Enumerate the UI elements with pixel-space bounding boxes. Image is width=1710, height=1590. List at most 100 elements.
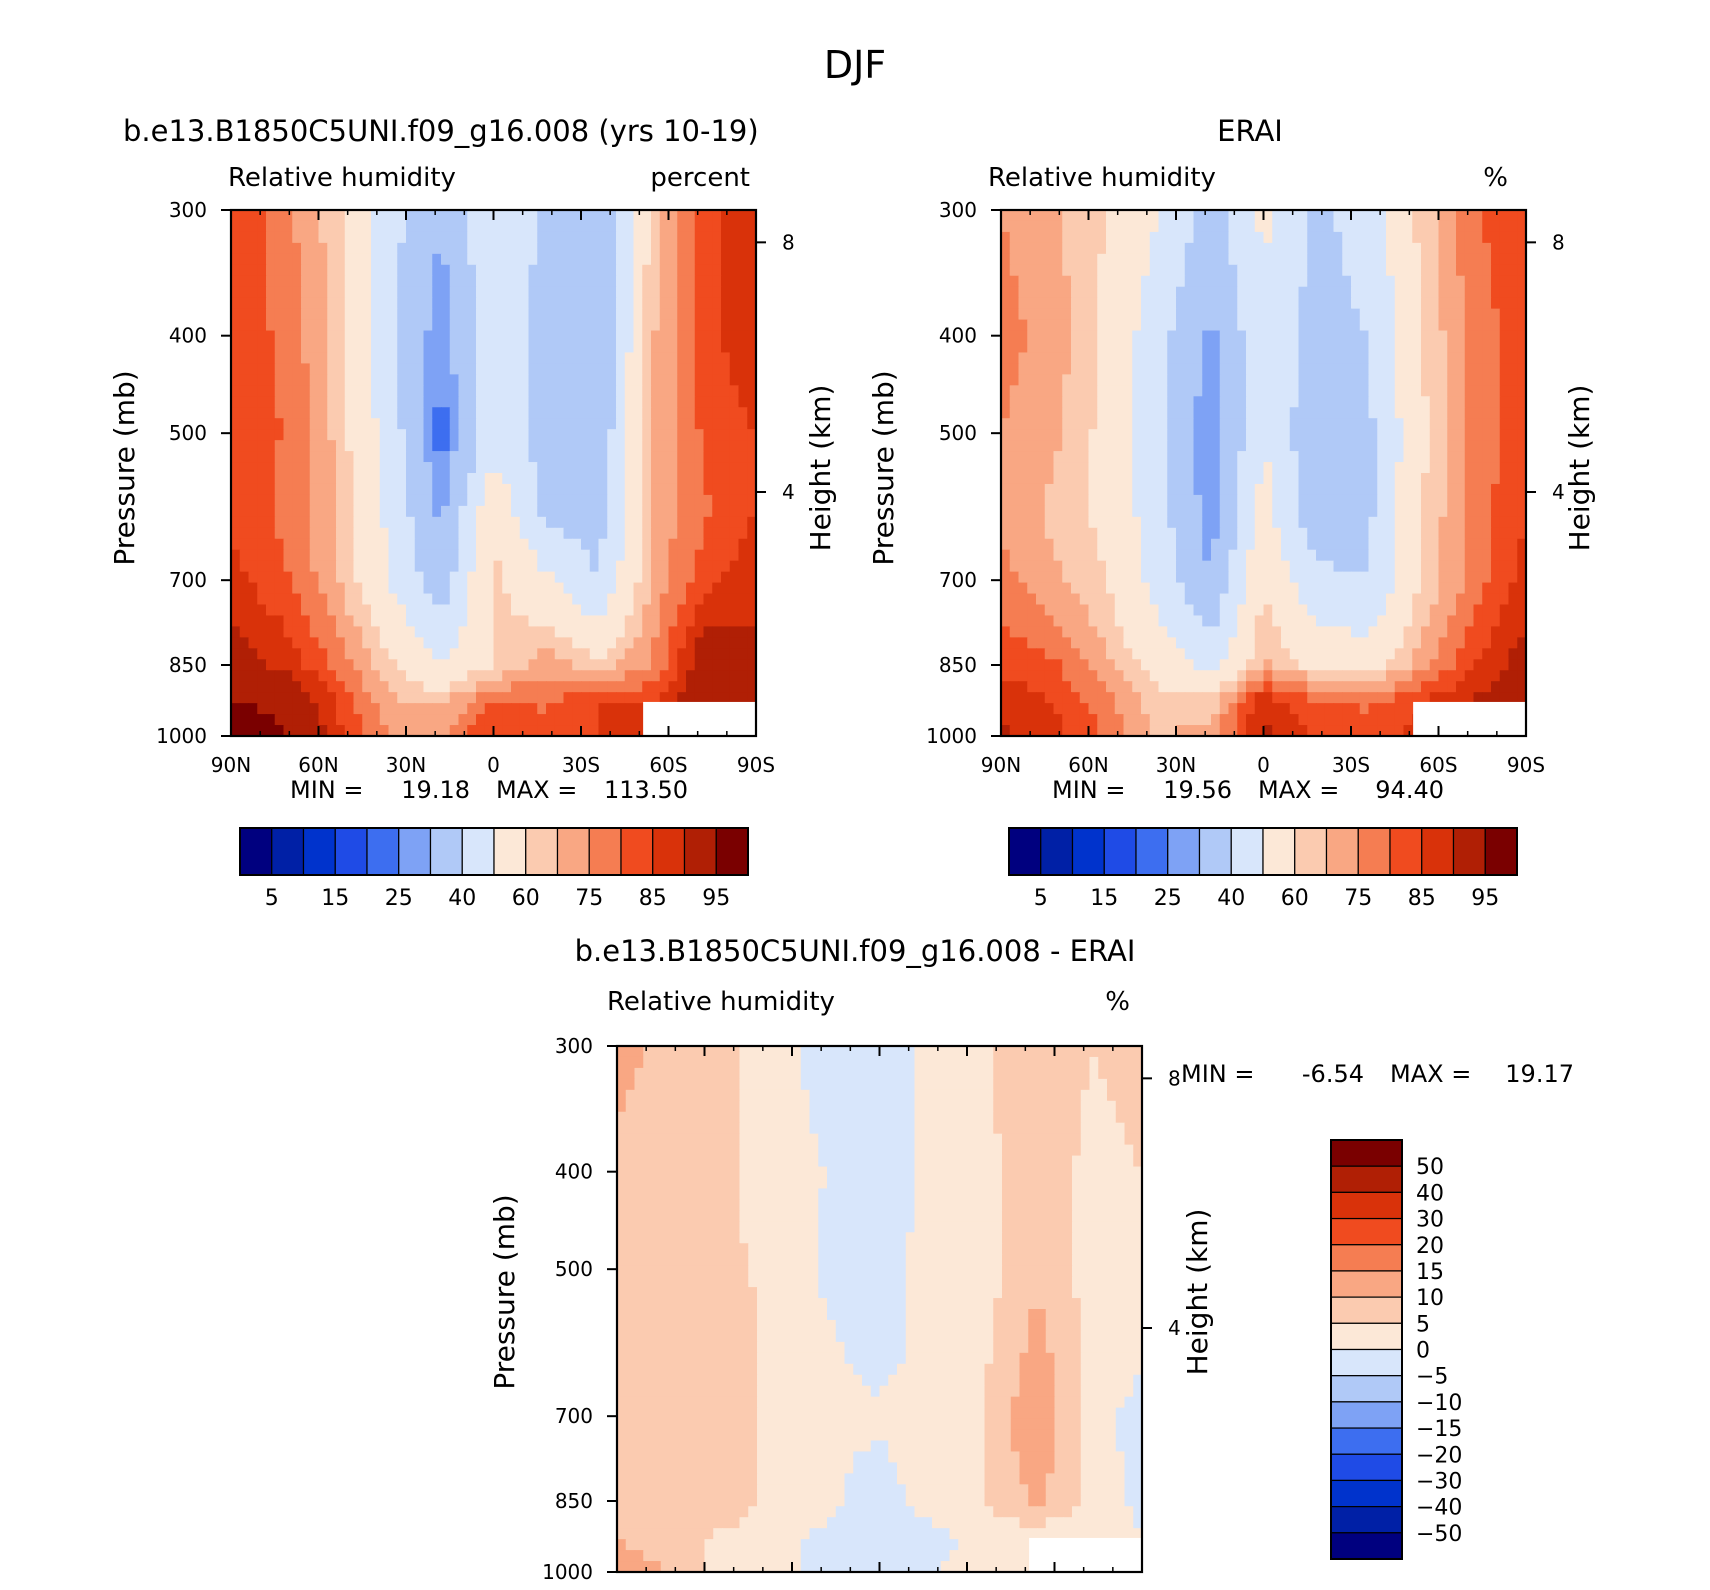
contour-cell: [458, 352, 468, 365]
contour-cell: [1333, 352, 1343, 365]
contour-cell: [423, 407, 433, 419]
contour-cell: [1123, 560, 1133, 573]
contour-cell: [239, 385, 250, 397]
contour-cell: [301, 319, 311, 332]
contour-cell: [712, 330, 722, 343]
contour-cell: [371, 494, 381, 507]
contour-cell: [248, 516, 258, 529]
contour-cell: [1184, 396, 1195, 408]
contour-cell: [1009, 429, 1020, 441]
contour-cell: [1009, 494, 1020, 507]
contour-cell: [1517, 527, 1527, 540]
contour-cell: [1246, 231, 1256, 244]
contour-cell: [1219, 396, 1230, 408]
contour-cell: [266, 297, 276, 310]
contour-cell: [1359, 396, 1370, 408]
contour-cell: [607, 396, 617, 408]
contour-cell: [1141, 505, 1151, 518]
panel-units: %: [1483, 163, 1508, 193]
contour-cell: [1193, 418, 1203, 430]
contour-cell: [694, 516, 705, 529]
contour-cell: [1167, 462, 1177, 474]
contour-cell: [537, 703, 547, 715]
contour-cell: [651, 681, 661, 693]
contour-cell: [1272, 440, 1282, 452]
contour-cell: [607, 604, 617, 617]
contour-cell: [624, 429, 635, 441]
contour-cell: [336, 352, 346, 365]
contour-cell: [1167, 253, 1177, 266]
contour-cell: [677, 429, 687, 441]
contour-cell: [1368, 462, 1378, 474]
contour-cell: [274, 352, 285, 365]
contour-cell: [1482, 407, 1492, 419]
contour-cell: [1491, 319, 1501, 332]
contour-cell: [1368, 396, 1378, 408]
contour-cell: [659, 451, 670, 463]
contour-cell: [231, 637, 241, 649]
contour-cell: [546, 330, 556, 343]
contour-cell: [1193, 527, 1203, 540]
contour-cell: [301, 659, 311, 671]
contour-cell: [1097, 363, 1107, 375]
contour-cell: [1132, 352, 1142, 365]
contour-cell: [729, 231, 740, 244]
contour-cell: [1403, 396, 1413, 408]
contour-cell: [554, 330, 565, 343]
contour-cell: [1421, 440, 1431, 452]
contour-cell: [546, 396, 556, 408]
contour-cell: [642, 626, 652, 638]
contour-cell: [344, 363, 355, 375]
contour-cell: [624, 538, 635, 551]
contour-cell: [1018, 571, 1028, 584]
contour-cell: [686, 549, 696, 562]
contour-cell: [274, 275, 285, 288]
contour-cell: [231, 330, 241, 343]
contour-cell: [379, 593, 390, 606]
contour-cell: [1184, 549, 1195, 562]
contour-cell: [248, 538, 258, 551]
contour-cell: [624, 231, 635, 244]
contour-cell: [694, 253, 705, 266]
contour-cell: [441, 220, 451, 233]
contour-cell: [336, 549, 346, 562]
contour-cell: [1482, 242, 1492, 255]
contour-cell: [1149, 473, 1160, 485]
contour-cell: [651, 462, 661, 474]
contour-cell: [546, 341, 556, 354]
contour-cell: [1123, 538, 1133, 551]
contour-cell: [362, 341, 372, 354]
contour-cell: [266, 516, 276, 529]
contour-cell: [336, 714, 346, 726]
contour-cell: [1263, 418, 1273, 430]
contour-cell: [721, 429, 731, 441]
contour-cell: [1438, 418, 1448, 430]
contour-cell: [1447, 396, 1457, 408]
contour-cell: [668, 210, 678, 222]
contour-cell: [1429, 451, 1440, 463]
contour-cell: [458, 319, 468, 332]
contour-cell: [528, 319, 538, 332]
contour-cell: [1132, 549, 1142, 562]
contour-cell: [1298, 494, 1308, 507]
contour-cell: [1167, 363, 1177, 375]
contour-cell: [1403, 549, 1413, 562]
contour-cell: [336, 659, 346, 671]
contour-cell: [371, 253, 381, 266]
contour-cell: [1062, 407, 1072, 419]
contour-cell: [1342, 253, 1352, 266]
contour-cell: [467, 451, 477, 463]
contour-cell: [502, 516, 512, 529]
contour-cell: [318, 264, 328, 277]
contour-cell: [1351, 505, 1361, 518]
contour-cell: [1228, 473, 1238, 485]
min-value: 19.18: [401, 776, 470, 804]
contour-cell: [1027, 385, 1037, 397]
contour-cell: [362, 725, 372, 737]
contour-cell: [318, 330, 328, 343]
contour-cell: [1403, 374, 1413, 386]
contour-cell: [642, 253, 652, 266]
contour-cell: [668, 308, 678, 321]
contour-cell: [406, 681, 416, 693]
contour-cell: [1263, 483, 1273, 496]
